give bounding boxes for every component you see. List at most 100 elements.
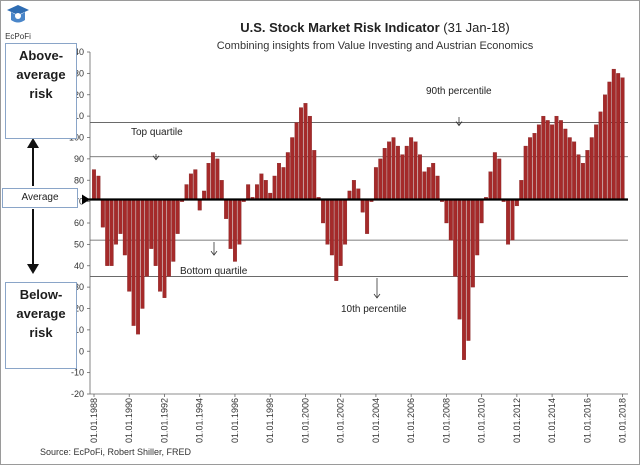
y-tick-label: 0 [79, 346, 84, 356]
bar [567, 137, 572, 200]
bar [171, 199, 176, 262]
annotation-bottom_q: Bottom quartile [180, 266, 248, 277]
down-arrow-icon [27, 264, 39, 274]
bar [285, 152, 290, 200]
bar [426, 167, 431, 200]
bar [321, 199, 326, 224]
y-tick-label: 40 [74, 261, 84, 271]
x-tick-label: 01.01.1996 [230, 398, 240, 443]
x-tick-label: 01.01.1998 [265, 398, 275, 443]
y-tick-label: 80 [74, 175, 84, 185]
bar [395, 145, 400, 200]
above-line-1: Above- [18, 48, 64, 63]
bar [325, 199, 330, 245]
bar [594, 124, 599, 200]
bar [351, 180, 356, 200]
bar [532, 133, 537, 200]
bar [488, 171, 493, 200]
chart-title: U.S. Stock Market Risk Indicator (31 Jan… [160, 20, 590, 35]
y-tick-label: 70 [74, 197, 84, 207]
bar [175, 199, 180, 234]
source-note: Source: EcPoFi, Robert Shiller, FRED [40, 447, 192, 457]
x-tick-label: 01.01.2002 [336, 398, 346, 443]
bar [237, 199, 242, 245]
chart-title-main: U.S. Stock Market Risk Indicator [240, 20, 440, 35]
bar [206, 162, 211, 200]
bar [233, 199, 237, 262]
annotation-arrowhead-top_q [152, 155, 160, 161]
bar [228, 199, 233, 249]
logo: EcPoFi [4, 4, 32, 41]
bar [114, 199, 118, 245]
bar [140, 199, 145, 309]
x-tick-label: 01.01.1994 [195, 398, 205, 443]
bar [603, 94, 607, 200]
bar [506, 199, 511, 245]
bar [193, 169, 198, 200]
bar [572, 141, 577, 200]
bar [545, 120, 550, 200]
bar [347, 190, 352, 200]
x-tick-label: 01.01.2000 [300, 398, 310, 443]
bar [382, 148, 387, 200]
bar [462, 199, 466, 360]
bar [162, 199, 167, 298]
bar [409, 137, 414, 200]
bar [387, 141, 392, 200]
bar [92, 169, 96, 200]
bar [255, 184, 259, 200]
bar-series [92, 68, 625, 360]
side-arrows [27, 138, 39, 274]
x-tick-label: 01.01.2016 [582, 398, 592, 443]
y-tick-label: 90 [74, 154, 84, 164]
logo-text: EcPoFi [5, 32, 31, 41]
bar [558, 120, 563, 200]
annotation-arrowhead-p90 [455, 121, 463, 127]
bar [536, 124, 541, 200]
bar [131, 199, 136, 326]
bar [272, 175, 277, 200]
annotation-p10: 10th percentile [341, 304, 407, 315]
annotation-arrowhead-p10 [373, 293, 381, 299]
bar [343, 199, 348, 245]
below-line-1: Below- [19, 287, 63, 302]
chart-subtitle: Combining insights from Value Investing … [216, 40, 534, 52]
logo-icon [7, 5, 29, 23]
annotations: 90th percentile Top quartile Bottom quarti… [131, 86, 492, 315]
bar [510, 199, 515, 241]
bar [299, 107, 303, 200]
x-tick-label: 01.01.2012 [512, 398, 522, 443]
y-tick-label: -20 [71, 389, 84, 399]
annotation-top_q: Top quartile [131, 127, 183, 138]
y-tick-label: 60 [74, 218, 84, 228]
y-tick-label: 20 [74, 304, 84, 314]
bar [400, 154, 405, 200]
bar [294, 122, 299, 200]
up-arrow-icon [27, 138, 39, 148]
y-tick-label: 50 [74, 239, 84, 249]
bar [360, 199, 365, 213]
bar [263, 180, 268, 200]
bar [356, 188, 361, 200]
bar [470, 199, 475, 288]
bar [391, 137, 396, 200]
below-average-risk-box: Below- average risk [5, 282, 77, 369]
bar [453, 199, 458, 277]
above-line-2: average [16, 67, 66, 82]
bar [607, 81, 612, 200]
bar [105, 199, 110, 266]
bar [611, 68, 616, 200]
y-tick-label: 30 [74, 282, 84, 292]
annotation-p90: 90th percentile [426, 86, 492, 97]
bar [422, 171, 427, 200]
x-tick-label: 01.01.2004 [371, 398, 381, 443]
bar [541, 115, 546, 200]
average-arrow-icon [82, 194, 90, 205]
bar [598, 111, 603, 200]
bar [224, 199, 229, 219]
bar [184, 184, 189, 200]
bar [149, 199, 154, 249]
x-tick-label: 01.01.2018 [618, 398, 628, 443]
